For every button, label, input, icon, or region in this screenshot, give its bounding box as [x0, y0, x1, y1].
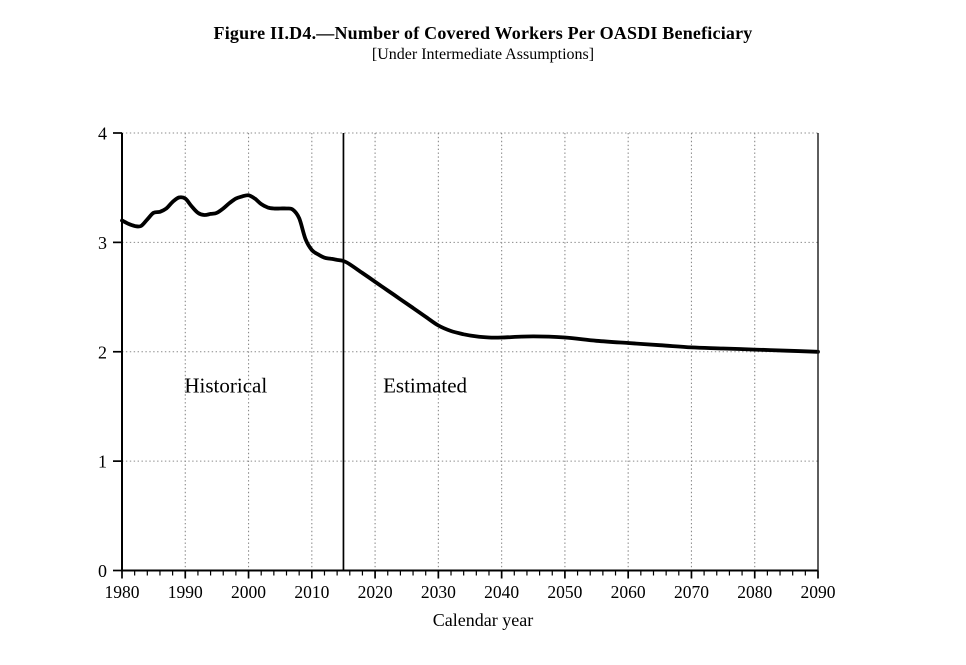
- y-tick-label: 4: [98, 124, 107, 144]
- x-tick-label: 2010: [294, 582, 329, 602]
- annotation-historical: Historical: [184, 373, 268, 398]
- x-tick-label: 1980: [105, 582, 140, 602]
- x-tick-label: 2070: [674, 582, 709, 602]
- y-tick-label: 3: [98, 233, 107, 253]
- chart-subtitle: [Under Intermediate Assumptions]: [371, 46, 595, 63]
- x-axis-title: Calendar year: [432, 610, 534, 630]
- workers-per-beneficiary-line: [120, 193, 820, 354]
- x-tick-label: 1990: [168, 582, 203, 602]
- x-tick-label: 2060: [611, 582, 646, 602]
- x-tick-label: 2090: [801, 582, 836, 602]
- y-tick-label: 2: [98, 342, 107, 362]
- annotation-estimated: Estimated: [383, 373, 468, 398]
- y-tick-label: 1: [98, 452, 107, 472]
- x-tick-label: 2000: [231, 582, 266, 602]
- x-tick-label: 2080: [737, 582, 772, 602]
- x-tick-label: 2020: [358, 582, 393, 602]
- y-tick-label: 0: [98, 561, 107, 581]
- x-tick-label: 2040: [484, 582, 519, 602]
- chart-title: Figure II.D4.—Number of Covered Workers …: [213, 23, 753, 43]
- x-tick-label: 2050: [547, 582, 582, 602]
- x-tick-label: 2030: [421, 582, 456, 602]
